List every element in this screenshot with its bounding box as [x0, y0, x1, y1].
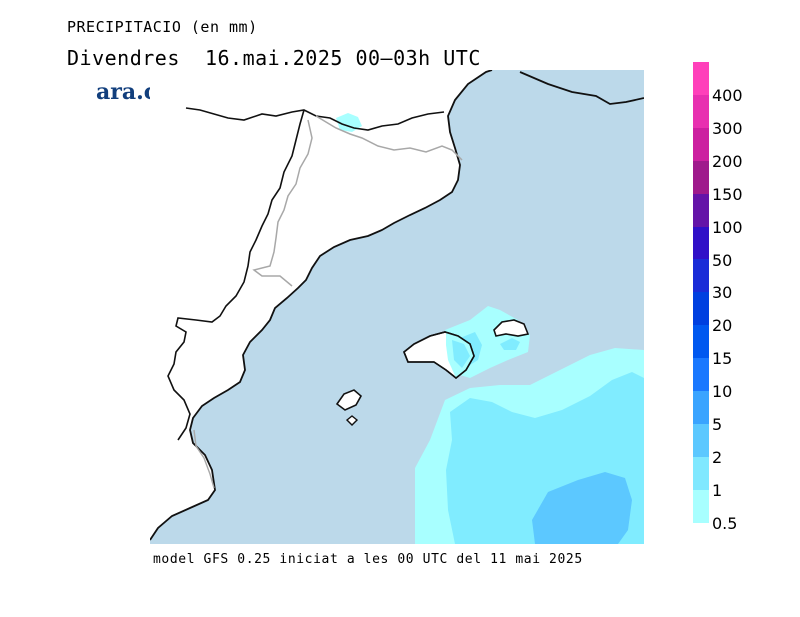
legend-label: 5	[712, 415, 723, 434]
menorca-island	[493, 319, 530, 337]
legend-swatch	[693, 456, 709, 490]
legend-swatch	[693, 358, 709, 392]
legend-swatch	[693, 193, 709, 227]
map-title: PRECIPITACIO (en mm)	[67, 18, 258, 36]
precipitation-map	[150, 70, 644, 544]
legend-label: 200	[712, 151, 743, 171]
formentera-island	[345, 415, 359, 426]
legend-swatch	[693, 259, 709, 293]
legend-label: 150	[712, 184, 743, 204]
legend-label: 50	[712, 250, 733, 270]
legend-label: 15	[712, 349, 733, 369]
legend-swatch	[693, 391, 709, 424]
ibiza-island	[335, 389, 363, 411]
legend-swatch	[693, 160, 709, 194]
precip-2mm-area	[532, 472, 632, 544]
legend-swatch	[693, 489, 709, 523]
legend-label: 0.5	[712, 513, 738, 533]
legend-label: 2	[712, 447, 723, 467]
legend-label: 100	[712, 217, 743, 237]
legend-label: 1	[712, 480, 723, 500]
legend-swatch	[693, 423, 709, 457]
legend-label: 400	[712, 86, 743, 105]
legend-label: 20	[712, 316, 733, 336]
coastline	[150, 70, 493, 541]
legend-label: 300	[712, 118, 743, 138]
legend-swatch	[693, 127, 709, 161]
legend-label: 10	[712, 382, 733, 402]
legend-swatch	[693, 226, 709, 260]
legend-swatch	[693, 292, 709, 326]
map-subtitle: Divendres 16.mai.2025 00—03h UTC	[67, 46, 481, 70]
legend-swatch	[693, 94, 709, 128]
legend-swatch	[693, 62, 709, 95]
legend-label: 30	[712, 283, 733, 303]
model-note: model GFS 0.25 iniciat a les 00 UTC del …	[153, 552, 583, 567]
regional-border	[252, 119, 313, 287]
legend-swatch	[693, 325, 709, 359]
